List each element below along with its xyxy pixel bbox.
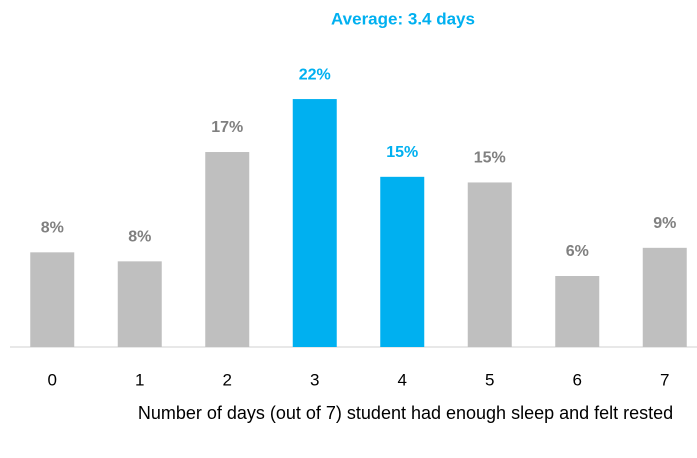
bar xyxy=(467,182,512,347)
x-tick-label: 6 xyxy=(573,370,582,389)
x-tick-label: 2 xyxy=(223,370,232,389)
data-label: 15% xyxy=(386,144,418,161)
bar xyxy=(380,176,425,347)
bar xyxy=(292,99,337,347)
bar xyxy=(555,275,600,347)
x-tick-label: 7 xyxy=(660,370,669,389)
x-tick-label: 0 xyxy=(48,370,57,389)
annotation: Average: 3.4 days xyxy=(331,9,475,28)
data-label: 9% xyxy=(653,215,676,232)
data-label: 15% xyxy=(474,150,506,167)
x-tick-label: 4 xyxy=(398,370,407,389)
bar xyxy=(117,261,162,347)
data-label: 8% xyxy=(41,220,64,237)
x-tick-label: 1 xyxy=(135,370,144,389)
x-axis-label: Number of days (out of 7) student had en… xyxy=(137,403,674,423)
data-label: 17% xyxy=(211,119,243,136)
x-tick-label: 3 xyxy=(310,370,319,389)
data-label: 22% xyxy=(299,66,331,83)
bar xyxy=(642,247,687,347)
x-tick-label: 5 xyxy=(485,370,494,389)
bar xyxy=(30,252,75,347)
data-label: 6% xyxy=(566,243,589,260)
data-label: 8% xyxy=(128,229,151,246)
bar xyxy=(205,152,250,347)
